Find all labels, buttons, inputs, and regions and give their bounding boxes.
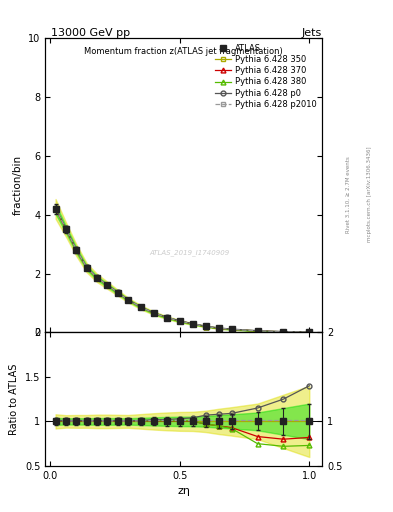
Text: 13000 GeV pp: 13000 GeV pp [51, 28, 130, 38]
X-axis label: zη: zη [177, 486, 190, 496]
Text: Jets: Jets [302, 28, 322, 38]
Text: mcplots.cern.ch [arXiv:1306.3436]: mcplots.cern.ch [arXiv:1306.3436] [367, 147, 373, 242]
Text: Rivet 3.1.10, ≥ 2.7M events: Rivet 3.1.10, ≥ 2.7M events [346, 156, 351, 233]
Y-axis label: Ratio to ATLAS: Ratio to ATLAS [9, 364, 19, 435]
Text: ATLAS_2019_I1740909: ATLAS_2019_I1740909 [149, 249, 230, 257]
Y-axis label: fraction/bin: fraction/bin [13, 155, 22, 216]
Legend: ATLAS, Pythia 6.428 350, Pythia 6.428 370, Pythia 6.428 380, Pythia 6.428 p0, Py: ATLAS, Pythia 6.428 350, Pythia 6.428 37… [213, 42, 318, 110]
Text: Momentum fraction z(ATLAS jet fragmentation): Momentum fraction z(ATLAS jet fragmentat… [84, 47, 283, 56]
